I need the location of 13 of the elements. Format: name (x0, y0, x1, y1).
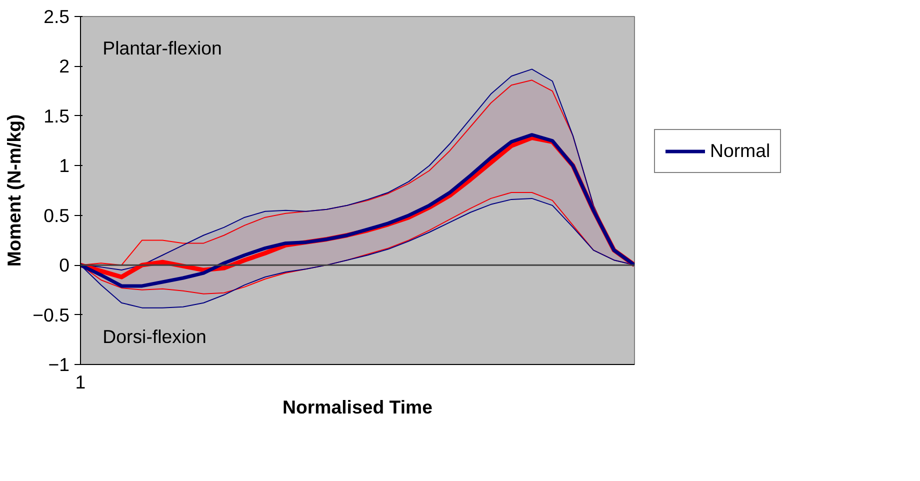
y-axis-title: Moment (N-m/kg) (4, 114, 25, 267)
y-tick-label: 2 (59, 56, 70, 77)
y-tick-label: −1 (48, 354, 70, 375)
y-tick-label: 0.5 (44, 204, 70, 226)
annotation: Dorsi-flexion (102, 326, 206, 348)
y-tick-label: 1 (59, 155, 70, 176)
legend-label: Normal (710, 140, 770, 162)
y-tick-label: 1.5 (44, 105, 70, 126)
y-tick-label: −0.5 (32, 304, 70, 326)
x-axis-title: Normalised Time (282, 396, 432, 418)
y-tick-label: 0 (59, 254, 70, 276)
y-tick-label: 2.5 (44, 6, 70, 27)
annotation: Plantar-flexion (102, 37, 222, 58)
